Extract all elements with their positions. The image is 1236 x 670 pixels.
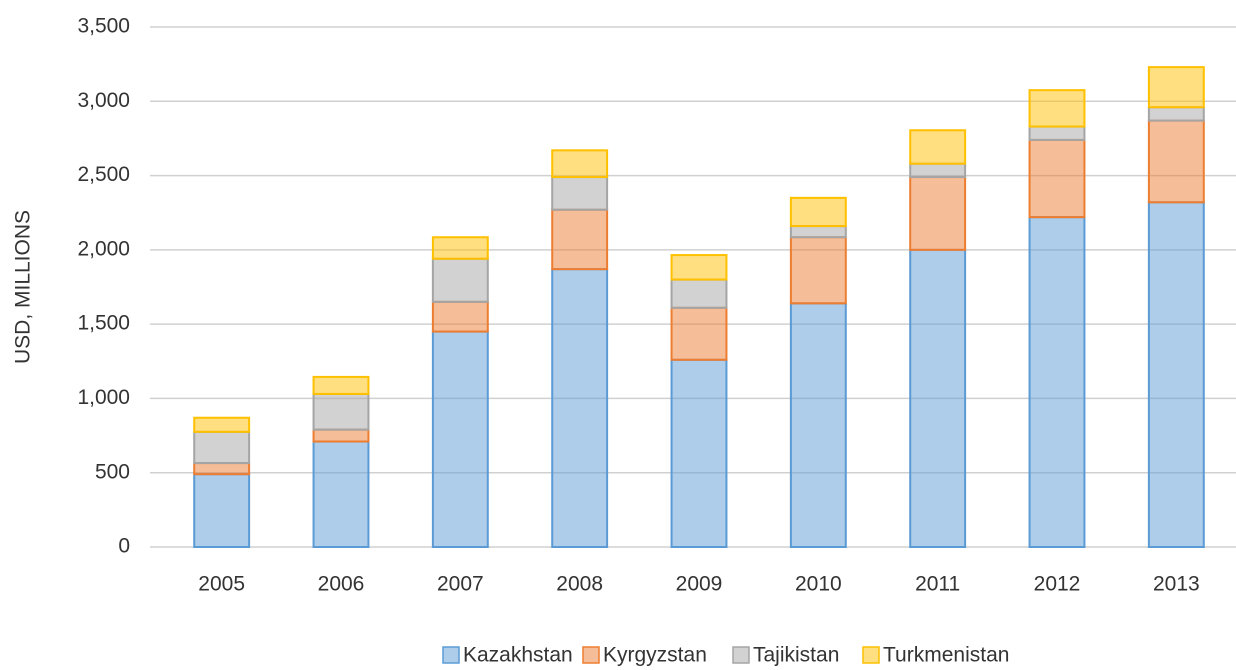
x-tick-label: 2010 xyxy=(795,573,842,596)
y-axis-label: USD, MILLIONS xyxy=(12,210,35,364)
bar-segment xyxy=(670,254,728,281)
x-tick-label: 2013 xyxy=(1153,573,1200,596)
bar-segment xyxy=(789,236,847,305)
bar-segment xyxy=(551,268,609,548)
bar-segment xyxy=(909,162,967,179)
legend-label: Turkmenistan xyxy=(883,644,1009,667)
y-tick-label: 500 xyxy=(95,460,130,483)
bar-segment xyxy=(193,416,251,433)
legend-label: Kazakhstan xyxy=(463,644,573,667)
x-tick-label: 2011 xyxy=(915,573,960,596)
bar-segment xyxy=(1028,125,1086,141)
x-tick-label: 2005 xyxy=(198,573,245,596)
bar-segment xyxy=(670,278,728,309)
bar-segment xyxy=(670,358,728,548)
y-tick-label: 1,000 xyxy=(77,386,130,409)
bar-segment xyxy=(193,462,251,476)
bar-segment xyxy=(1028,216,1086,549)
bar-segment xyxy=(431,257,489,303)
x-tick-label: 2007 xyxy=(437,573,484,596)
bar-segment xyxy=(1028,138,1086,219)
x-tick-label: 2008 xyxy=(556,573,603,596)
bar-segment xyxy=(193,430,251,465)
legend-swatch xyxy=(582,646,600,664)
bar-segment xyxy=(1028,89,1086,128)
bar-segment xyxy=(1147,201,1205,548)
bar-segment xyxy=(670,306,728,361)
x-tick-label: 2006 xyxy=(318,573,365,596)
legend-label: Kyrgyzstan xyxy=(603,644,707,667)
legend-label: Tajikistan xyxy=(753,644,839,667)
legend-swatch xyxy=(442,646,460,664)
bar-segment xyxy=(551,208,609,271)
bar-segment xyxy=(431,236,489,260)
bar-segment xyxy=(789,302,847,549)
legend-swatch xyxy=(862,646,880,664)
x-tick-label: 2012 xyxy=(1034,573,1081,596)
y-tick-label: 3,000 xyxy=(77,89,130,112)
y-tick-label: 3,500 xyxy=(77,15,130,38)
bar-segment xyxy=(789,225,847,239)
bar-segment xyxy=(1147,66,1205,109)
bar-segment xyxy=(312,392,370,431)
y-tick-label: 0 xyxy=(118,535,130,558)
bar-segment xyxy=(431,300,489,333)
bar-segment xyxy=(789,196,847,228)
bar-segment xyxy=(431,330,489,549)
y-tick-label: 2,000 xyxy=(77,237,130,260)
legend-swatch xyxy=(732,646,750,664)
y-tick-label: 2,500 xyxy=(77,163,130,186)
bar-segment xyxy=(312,428,370,443)
bar-segment xyxy=(551,176,609,211)
bar-segment xyxy=(1147,106,1205,122)
bar-segment xyxy=(909,248,967,548)
x-tick-label: 2009 xyxy=(676,573,723,596)
bar-segment xyxy=(1147,119,1205,204)
bar-segment xyxy=(312,440,370,548)
y-tick-label: 1,500 xyxy=(77,312,130,335)
bar-segment xyxy=(312,375,370,395)
bar-segment xyxy=(193,473,251,549)
bar-segment xyxy=(909,129,967,165)
bar-segment xyxy=(909,176,967,251)
bar-segment xyxy=(551,149,609,179)
